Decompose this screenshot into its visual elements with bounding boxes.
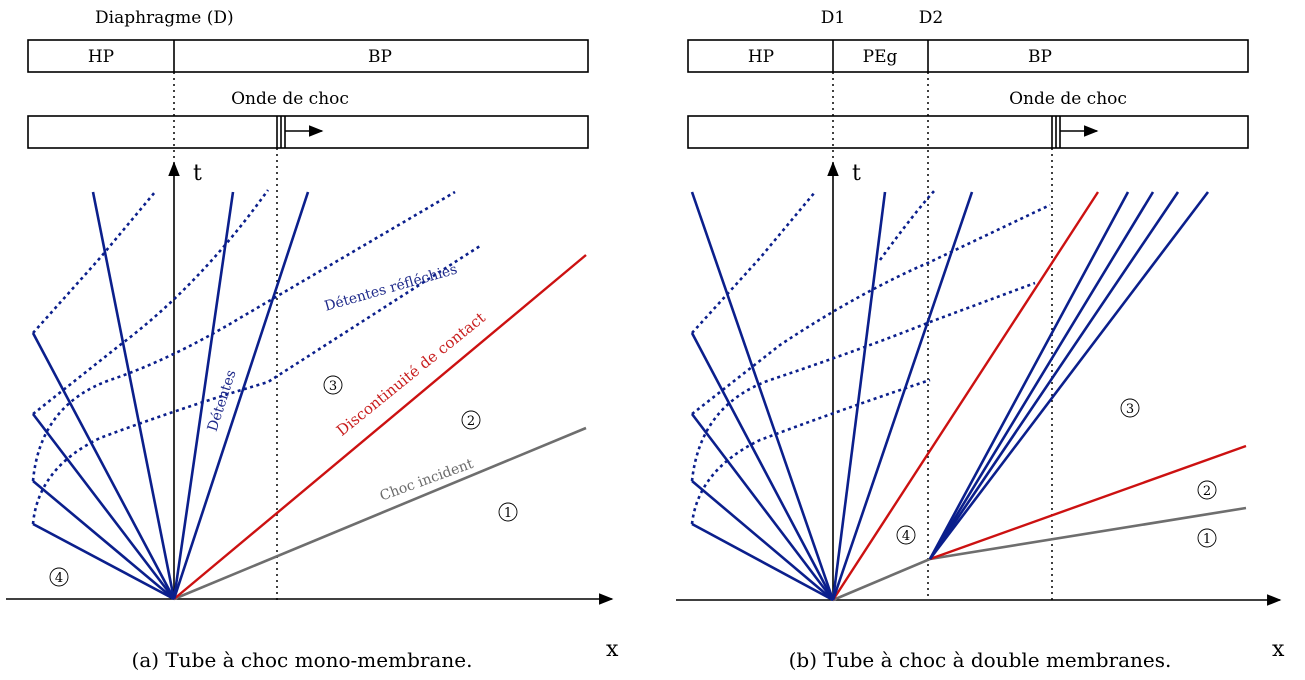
expansion-wave (831, 191, 887, 601)
reflected-expansion-wave (32, 191, 156, 334)
contact-discontinuity-line (173, 254, 587, 600)
svg-text:1: 1 (504, 506, 512, 521)
zone-2-marker: 2 (1197, 480, 1217, 500)
expansion-wave (91, 191, 176, 600)
svg-text:3: 3 (1126, 402, 1134, 417)
tube-peg-label: PEg (863, 47, 898, 67)
reflected-expansion-wave (31, 190, 456, 482)
diaphragm-label: Diaphragme (D) (95, 8, 234, 28)
svg-text:1: 1 (1203, 532, 1211, 547)
reflected-expansion-wave (690, 378, 931, 525)
svg-text:2: 2 (1203, 484, 1211, 499)
x-axis-label: x (606, 637, 619, 662)
reflected-expansion-wave (878, 189, 936, 261)
expansion-wave (691, 480, 834, 601)
secondary-expansion-wave (928, 191, 1210, 560)
expansion-wave (690, 332, 835, 601)
tube-bp-label: BP (1028, 47, 1052, 67)
svg-text:4: 4 (902, 529, 910, 544)
incident-shock-line (173, 426, 587, 601)
reflected-expansion-wave (32, 189, 270, 416)
reflected-expansions-label: Détentes réfléchies (323, 262, 459, 315)
tube-bp-label: BP (368, 47, 392, 67)
diaphragm-1-label: D1 (821, 8, 845, 28)
t-axis-label: t (193, 161, 202, 186)
zone-1-marker: 1 (498, 502, 518, 522)
shock-tube-box (687, 115, 1249, 149)
caption-b: (b) Tube à choc à double membranes. (789, 648, 1172, 672)
incident-shock-line (832, 506, 1247, 602)
expansion-wave (32, 522, 175, 601)
expansion-wave (172, 191, 235, 600)
svg-text:3: 3 (329, 379, 337, 394)
zone-4-marker: 4 (49, 567, 69, 587)
tube-box (27, 39, 589, 73)
tube-hp-label: HP (88, 47, 114, 67)
secondary-expansion-wave (928, 191, 1180, 560)
zone-2-marker: 2 (461, 410, 481, 430)
expansion-wave (690, 413, 835, 601)
zone-3-marker: 3 (323, 375, 343, 395)
tube-hp-label: HP (748, 47, 774, 67)
secondary-expansion-wave (928, 191, 1130, 560)
secondary-expansion-wave (928, 191, 1155, 560)
svg-text:2: 2 (467, 414, 475, 429)
expansion-wave (172, 191, 310, 600)
reflected-expansion-wave (690, 281, 1036, 482)
expansion-wave (31, 413, 176, 600)
expansion-wave (691, 522, 834, 602)
zone-4-marker: 4 (896, 525, 916, 545)
x-axis-label: x (1272, 637, 1285, 662)
t-axis-label: t (852, 161, 861, 186)
shock-wave-label: Onde de choc (231, 89, 349, 109)
shock-tube-box (27, 115, 589, 149)
expansion-wave (31, 332, 176, 600)
primary-contact-line (831, 191, 1100, 601)
secondary-contact-line (929, 444, 1247, 561)
shock-wave-label: Onde de choc (1009, 89, 1127, 109)
expansion-wave (690, 191, 835, 601)
tube-box (687, 39, 1249, 73)
reflected-expansion-wave (31, 244, 481, 525)
caption-a: (a) Tube à choc mono-membrane. (132, 648, 473, 672)
expansion-wave (32, 480, 175, 600)
zone-1-marker: 1 (1197, 528, 1217, 548)
expansions-label: Détentes (205, 368, 240, 433)
panel-b: D1 D2 HP PEg BP Onde de choc t x (676, 8, 1285, 672)
zone-3-marker: 3 (1120, 398, 1140, 418)
svg-text:4: 4 (55, 571, 63, 586)
expansion-wave (831, 191, 974, 601)
diaphragm-2-label: D2 (919, 8, 943, 28)
reflected-expansion-wave (691, 203, 1051, 416)
panel-a: Diaphragme (D) HP BP Onde de choc t x (6, 8, 619, 672)
reflected-expansion-wave (691, 191, 816, 334)
